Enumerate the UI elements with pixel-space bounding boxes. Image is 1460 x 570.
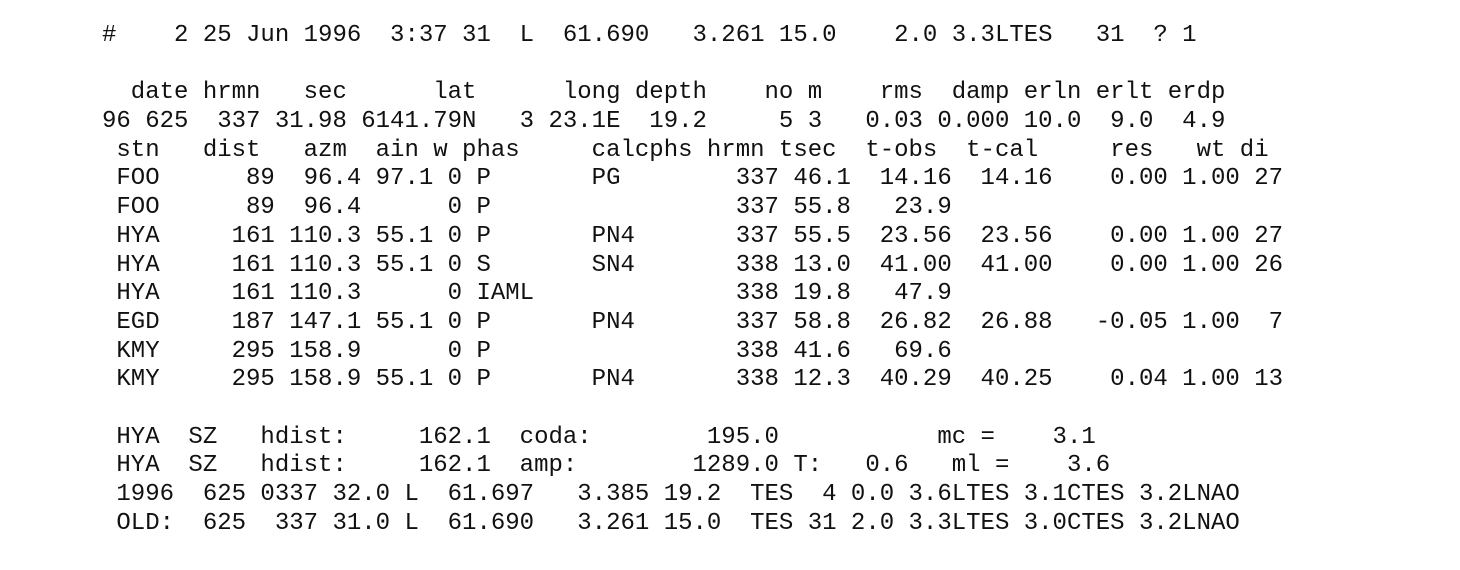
location-header-line: date hrmn sec lat long depth no m rms da… [102, 79, 1226, 107]
phase-row: KMY 295 158.9 0 P 338 41.6 69.6 [102, 337, 952, 365]
location-values-line: 96 625 337 31.98 6141.79N 3 23.1E 19.2 5… [102, 108, 1226, 136]
phase-row: EGD 187 147.1 55.1 0 P PN4 337 58.8 26.8… [102, 308, 1283, 336]
summary-new-line: 1996 625 0337 32.0 L 61.697 3.385 19.2 T… [102, 481, 1240, 508]
blank-line [102, 395, 1283, 424]
summary-old-line: OLD: 625 337 31.0 L 61.690 3.261 15.0 TE… [102, 509, 1240, 537]
phase-row: HYA 161 110.3 0 IAML 338 19.8 47.9 [102, 280, 952, 308]
magnitude-line: HYA SZ hdist: 162.1 coda: 195.0 mc = 3.1 [102, 423, 1096, 451]
phase-row: HYA 161 110.3 55.1 0 S SN4 338 13.0 41.0… [102, 251, 1283, 279]
phase-row: HYA 161 110.3 55.1 0 P PN4 337 55.5 23.5… [102, 222, 1283, 250]
phase-header-line: stn dist azm ain w phas calcphs hrmn tse… [102, 136, 1269, 164]
phase-row: FOO 89 96.4 0 P 337 55.8 23.9 [102, 194, 952, 222]
hypocenter-listing: # 2 25 Jun 1996 3:37 31 L 61.690 3.261 1… [102, 22, 1283, 538]
phase-row: KMY 295 158.9 55.1 0 P PN4 338 12.3 40.2… [102, 366, 1283, 394]
blank-line [102, 51, 1283, 80]
event-header-line: # 2 25 Jun 1996 3:37 31 L 61.690 3.261 1… [102, 22, 1197, 49]
magnitude-line: HYA SZ hdist: 162.1 amp: 1289.0 T: 0.6 m… [102, 452, 1111, 480]
phase-row: FOO 89 96.4 97.1 0 P PG 337 46.1 14.16 1… [102, 165, 1283, 193]
